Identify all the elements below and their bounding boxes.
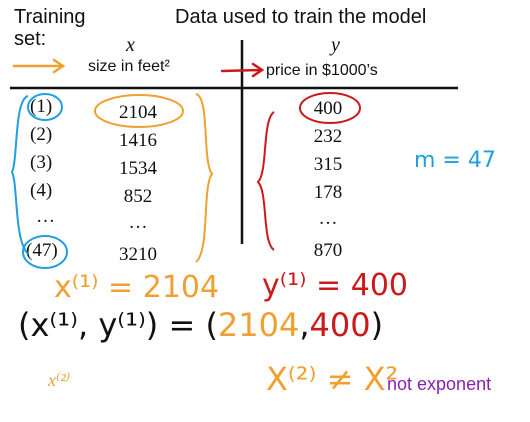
pair-close: ) <box>370 306 384 344</box>
row-index-1: (1) <box>30 96 53 117</box>
y-column-label: price in $1000’s <box>266 62 378 79</box>
red-arrow-icon <box>220 62 265 78</box>
pair-y-value: 400 <box>309 306 371 344</box>
y1-equation: y⁽¹⁾ = 400 <box>262 268 408 303</box>
x-column-label: size in feet² <box>88 58 170 75</box>
pair-lhs: (x⁽¹⁾, y⁽¹⁾) = ( <box>18 306 218 344</box>
price-cell-2: 232 <box>313 126 343 147</box>
price-cell-4: 178 <box>313 182 343 203</box>
size-cell-3: 1534 <box>119 158 157 179</box>
pair-x-value: 2104 <box>217 306 300 344</box>
pair-comma: , <box>299 306 310 344</box>
x2-not-equal: X⁽²⁾ ≠ X² <box>266 360 399 398</box>
row-index-4: (4) <box>30 180 53 201</box>
y-symbol: y <box>331 34 340 56</box>
row-index-2: (2) <box>30 124 53 145</box>
size-cell-47: 3210 <box>119 244 157 265</box>
size-cell-4: 852 <box>123 186 153 207</box>
x-symbol: x <box>126 34 135 56</box>
data-used-label: Data used to train the model <box>175 6 427 28</box>
size-cell-1: 2104 <box>119 102 157 123</box>
not-exponent-label: not exponent <box>387 374 492 394</box>
size-cell-2: 1416 <box>119 130 157 151</box>
m-count-annotation: m = 47 <box>414 148 496 173</box>
orange-arrow-icon <box>12 58 66 74</box>
row-index-ellipsis: … <box>36 206 55 227</box>
row-index-3: (3) <box>30 152 53 173</box>
x2-notation: x⁽²⁾ <box>48 370 71 390</box>
blue-brace-icon <box>10 95 29 255</box>
price-cell-1: 400 <box>313 98 343 119</box>
price-cell-3: 315 <box>313 154 343 175</box>
price-cell-ellipsis: … <box>318 208 338 229</box>
x1-equation: x⁽¹⁾ = 2104 <box>54 270 220 305</box>
red-brace-icon <box>256 111 275 251</box>
orange-brace-icon <box>195 93 214 263</box>
pair-equation: (x⁽¹⁾, y⁽¹⁾) = (2104,400) <box>18 306 383 344</box>
price-cell-47: 870 <box>313 240 343 261</box>
size-cell-ellipsis: … <box>128 212 148 233</box>
row-index-47: (47) <box>26 240 58 261</box>
training-set-label: Training set: <box>14 6 86 50</box>
